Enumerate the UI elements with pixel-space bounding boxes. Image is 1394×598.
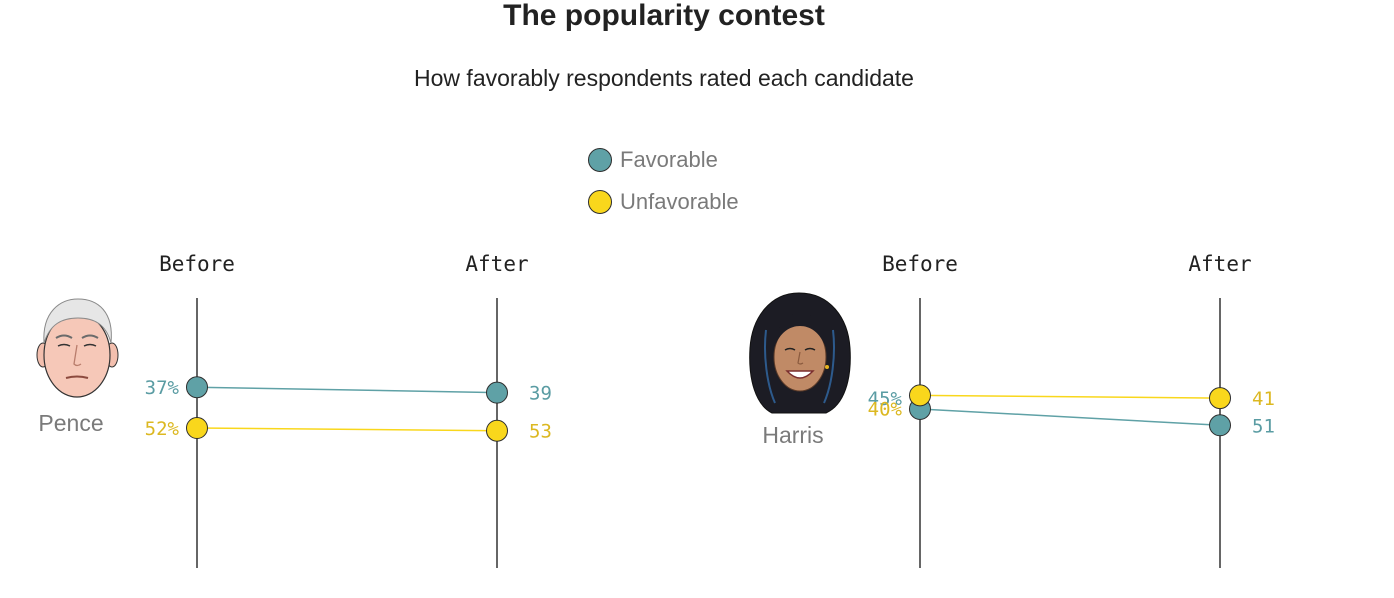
- pence-unfavorable-after-label: 53: [529, 421, 552, 443]
- harris-before-header: Before: [882, 252, 958, 276]
- pence-unfavorable-after-point: [486, 419, 508, 442]
- harris-portrait-icon: [749, 292, 851, 414]
- harris-favorable-after-point: [1209, 414, 1231, 437]
- pence-favorable-after-point: [486, 381, 508, 404]
- harris-after-header: After: [1188, 252, 1251, 276]
- page-subtitle: How favorably respondents rated each can…: [414, 65, 914, 91]
- harris-unfavorable-after-label: 41: [1252, 388, 1275, 410]
- pence-portrait-icon: [36, 298, 119, 398]
- pence-name-label: Pence: [38, 410, 103, 436]
- page-title: The popularity contest: [503, 0, 825, 32]
- harris-unfavorable-line: [919, 394, 1221, 399]
- pence-favorable-before-label: 37%: [145, 377, 180, 399]
- legend-item-favorable: Favorable: [588, 146, 718, 174]
- pence-favorable-after-label: 39: [529, 383, 552, 405]
- legend-item-unfavorable: Unfavorable: [588, 188, 739, 216]
- legend-swatch-favorable: [588, 148, 612, 172]
- legend-label-unfavorable: Unfavorable: [620, 189, 739, 214]
- harris-unfavorable-after-point: [1209, 387, 1231, 410]
- pence-unfavorable-before-point: [186, 417, 208, 439]
- legend-label-favorable: Favorable: [620, 147, 718, 172]
- harris-favorable-line: [919, 408, 1221, 427]
- pence-favorable-before-point: [186, 376, 208, 399]
- pence-unfavorable-line: [196, 427, 498, 432]
- harris-unfavorable-before-point: [909, 384, 931, 407]
- pence-panel: Pence Before After 52% 53 37% 39: [36, 252, 552, 568]
- pence-after-header: After: [465, 252, 528, 276]
- pence-favorable-line: [196, 386, 498, 394]
- pence-unfavorable-before-label: 52%: [145, 418, 180, 440]
- harris-panel: Harris Before After 45% 51 40% 41: [749, 252, 1275, 568]
- pence-before-header: Before: [159, 252, 235, 276]
- harris-favorable-before-label: 45%: [868, 388, 903, 410]
- harris-name-label: Harris: [762, 422, 823, 448]
- harris-favorable-after-label: 51: [1252, 415, 1275, 437]
- legend-swatch-unfavorable: [588, 190, 612, 214]
- harris-unfavorable-before-label: 40%: [868, 398, 903, 420]
